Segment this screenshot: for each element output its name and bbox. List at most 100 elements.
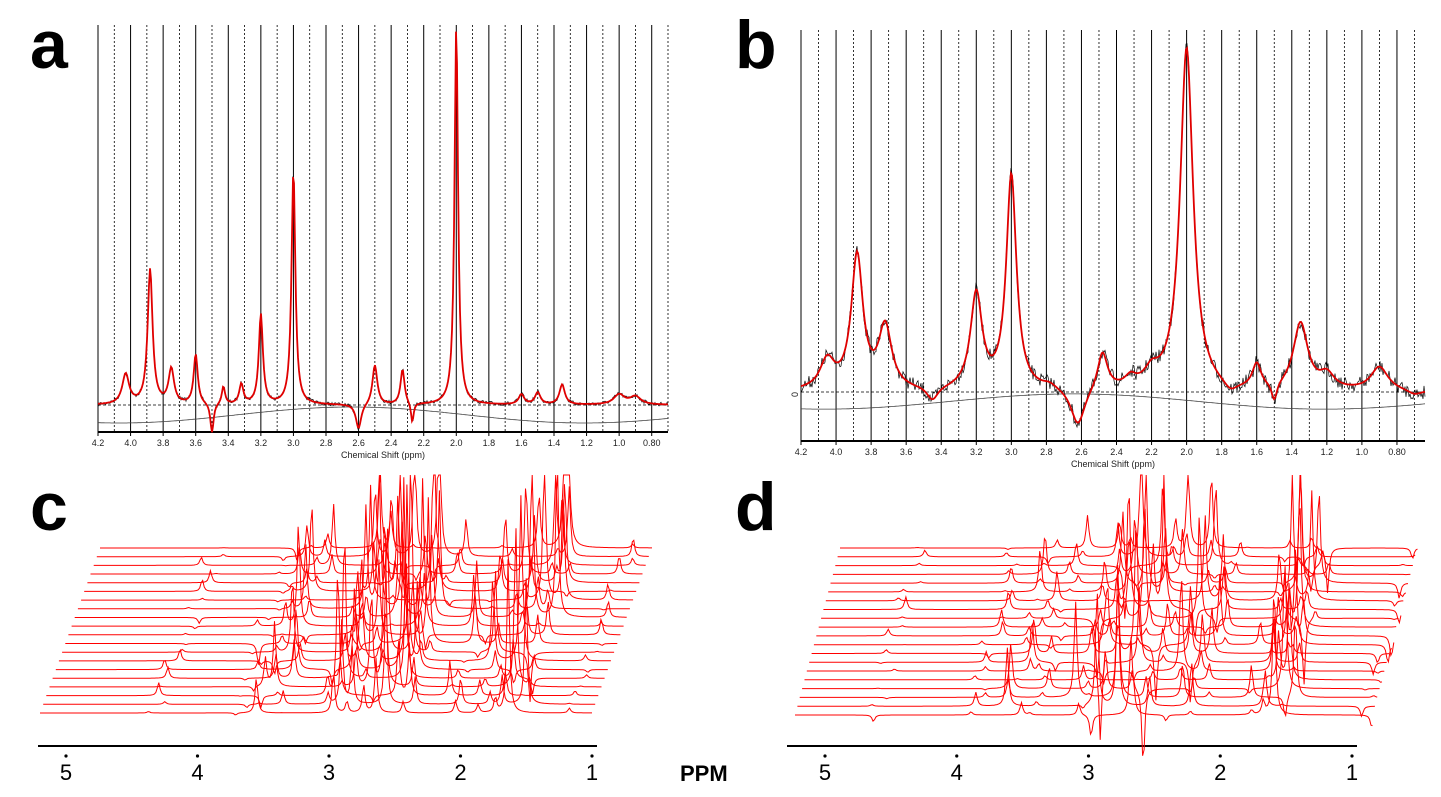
x-axis-label: Chemical Shift (ppm) — [1071, 459, 1155, 469]
waterfall-trace — [806, 581, 1385, 686]
x-tick-label: 0.80 — [643, 438, 661, 448]
waterfall-trace — [802, 566, 1380, 756]
ppm-tick-label: 5 — [819, 760, 831, 785]
ppm-tick — [590, 754, 594, 758]
x-tick-label: 2.4 — [385, 438, 398, 448]
x-tick-label: 1.8 — [1215, 447, 1228, 457]
x-tick-label: 3.4 — [935, 447, 948, 457]
waterfall-trace — [813, 549, 1392, 701]
x-tick-label: 3.2 — [255, 438, 268, 448]
x-tick-label: 4.0 — [830, 447, 843, 457]
x-tick-label: 1.6 — [1250, 447, 1263, 457]
ppm-tick-label: 1 — [586, 760, 598, 785]
ppm-tick-label: 2 — [454, 760, 466, 785]
waterfall-trace — [809, 588, 1387, 740]
fit-curve — [97, 31, 668, 433]
panel-label-c: c — [30, 469, 68, 545]
waterfall-trace — [797, 593, 1375, 718]
waterfall-trace — [799, 564, 1378, 718]
x-tick-label: 0.80 — [1388, 447, 1406, 457]
x-tick-label: 3.2 — [970, 447, 983, 457]
panel-a-chart: 4.2 4.0 3.8 3.6 3.4 3.2 3.0 2.8 2.6 2.4 2.2 2.0 1.8 1… — [92, 25, 669, 460]
x-tick-label: 2.4 — [1110, 447, 1123, 457]
x-tick-label: 3.6 — [189, 438, 202, 448]
fit-curve — [800, 45, 1426, 424]
x-tick-label: 3.8 — [865, 447, 878, 457]
ppm-tick — [458, 754, 463, 758]
waterfall-trace — [795, 599, 1373, 736]
x-tick-label: 1.2 — [580, 438, 593, 448]
waterfall-trace — [811, 530, 1390, 664]
x-tick-label: 3.6 — [900, 447, 913, 457]
x-tick-label: 3.8 — [157, 438, 170, 448]
ppm-tick — [1086, 754, 1091, 758]
ppm-tick — [1218, 754, 1222, 758]
spectrum-curve — [800, 43, 1426, 429]
panel-label-b: b — [735, 7, 777, 83]
waterfall-trace — [96, 474, 649, 562]
x-tick-label: 4.0 — [124, 438, 137, 448]
waterfall-trace — [823, 474, 1402, 638]
x-tick-label: 2.2 — [1145, 447, 1158, 457]
waterfall-trace — [55, 477, 608, 685]
x-tick-label: 1.0 — [613, 438, 626, 448]
ppm-tick-label: 3 — [323, 760, 335, 785]
ppm-tick — [955, 754, 959, 758]
x-tick-label: 3.0 — [287, 438, 300, 448]
waterfall-trace — [90, 488, 643, 582]
ppm-tick — [195, 754, 200, 758]
waterfall-trace — [816, 574, 1395, 658]
waterfall-trace — [62, 528, 615, 702]
ppm-tick-label: 5 — [60, 760, 72, 785]
x-tick-label: 2.6 — [1075, 447, 1088, 457]
baseline-curve — [98, 406, 669, 424]
panel-label-a: a — [30, 7, 69, 83]
waterfall-trace — [832, 520, 1411, 579]
ppm-tick — [64, 754, 68, 758]
waterfall-trace — [804, 583, 1383, 683]
x-tick-label: 3.0 — [1005, 447, 1018, 457]
x-tick-label: 2.8 — [320, 438, 333, 448]
ppm-axis-label: PPM — [680, 761, 728, 786]
x-tick-label: 4.2 — [92, 438, 105, 448]
waterfall-trace — [46, 579, 599, 710]
x-tick-label: 1.6 — [515, 438, 528, 448]
waterfall-trace — [68, 559, 621, 650]
waterfall-trace — [43, 578, 596, 709]
waterfall-trace — [74, 474, 627, 625]
ppm-tick-label: 2 — [1214, 760, 1226, 785]
x-tick-label: 1.4 — [1286, 447, 1299, 457]
x-tick-label: 2.8 — [1040, 447, 1053, 457]
ppm-tick-label: 3 — [1082, 760, 1094, 785]
panel-label-d: d — [735, 469, 777, 545]
panel-b-chart: 4.2 4.0 3.8 3.6 3.4 3.2 3.0 2.8 2.6 2.4 2.2 2.0 1.8 1… — [790, 30, 1426, 469]
x-tick-label: 2.2 — [417, 438, 430, 448]
y-zero-label: 0 — [790, 392, 800, 397]
x-tick-label: 4.2 — [795, 447, 808, 457]
waterfall-trace — [830, 474, 1409, 599]
ppm-tick-label: 1 — [1346, 760, 1358, 785]
ppm-tick — [1350, 754, 1354, 758]
x-tick-label: 1.8 — [483, 438, 496, 448]
baseline-curve — [800, 393, 1426, 410]
waterfall-trace — [835, 488, 1413, 619]
x-axis-label: Chemical Shift (ppm) — [341, 450, 425, 460]
waterfall-trace — [825, 474, 1404, 609]
x-tick-label: 1.4 — [548, 438, 561, 448]
x-tick-label: 2.0 — [1180, 447, 1193, 457]
x-tick-label: 1.2 — [1321, 447, 1334, 457]
ppm-tick-label: 4 — [951, 760, 963, 785]
waterfall-trace — [81, 474, 634, 606]
x-tick-label: 2.0 — [450, 438, 463, 448]
x-tick-label: 1.0 — [1356, 447, 1369, 457]
waterfall-trace — [40, 559, 592, 716]
ppm-tick-label: 4 — [191, 760, 203, 785]
ppm-tick — [327, 754, 331, 758]
spectrum-curve — [97, 32, 669, 432]
waterfall-trace — [821, 508, 1399, 685]
panel-d-chart: 5 4 3 2 1 — [787, 474, 1418, 785]
x-tick-label: 3.4 — [222, 438, 235, 448]
waterfall-trace — [818, 508, 1397, 635]
x-tick-label: 2.6 — [352, 438, 365, 448]
